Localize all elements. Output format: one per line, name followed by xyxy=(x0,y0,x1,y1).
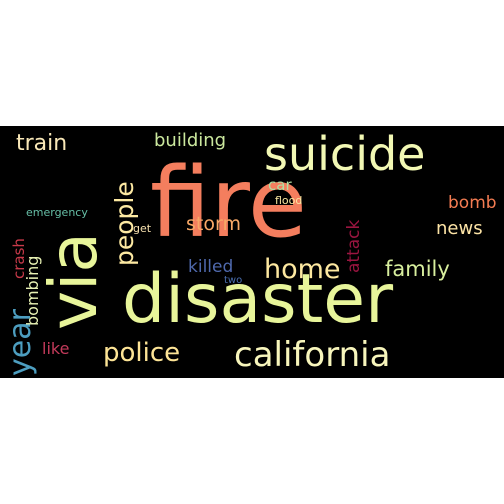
word-fire: fire xyxy=(150,147,307,259)
word-killed: killed xyxy=(188,257,233,277)
word-building: building xyxy=(154,130,226,151)
word-two: two xyxy=(224,275,242,286)
word-cloud-canvas: fire disaster via suicide california peo… xyxy=(0,126,504,378)
word-bombing: bombing xyxy=(23,256,42,326)
word-family: family xyxy=(385,257,450,281)
word-california: california xyxy=(234,335,390,375)
word-cloud: fire disaster via suicide california peo… xyxy=(0,126,504,378)
word-bomb: bomb xyxy=(448,193,497,213)
word-train: train xyxy=(16,131,67,156)
word-attack: attack xyxy=(344,219,364,273)
word-flood: flood xyxy=(275,194,302,207)
word-year: year xyxy=(3,308,38,376)
word-police: police xyxy=(103,338,180,368)
word-home: home xyxy=(264,254,341,285)
word-crash: crash xyxy=(10,238,28,279)
word-news: news xyxy=(436,218,483,239)
word-via: via xyxy=(35,232,112,330)
word-people: people xyxy=(110,181,139,266)
word-like: like xyxy=(42,339,69,358)
word-cloud-background xyxy=(0,126,504,378)
word-storm: storm xyxy=(186,213,241,235)
word-suicide: suicide xyxy=(264,127,425,181)
word-car: car xyxy=(268,176,292,194)
word-disaster: disaster xyxy=(122,260,393,339)
word-get: get xyxy=(133,222,152,235)
word-emergency: emergency xyxy=(26,206,88,219)
